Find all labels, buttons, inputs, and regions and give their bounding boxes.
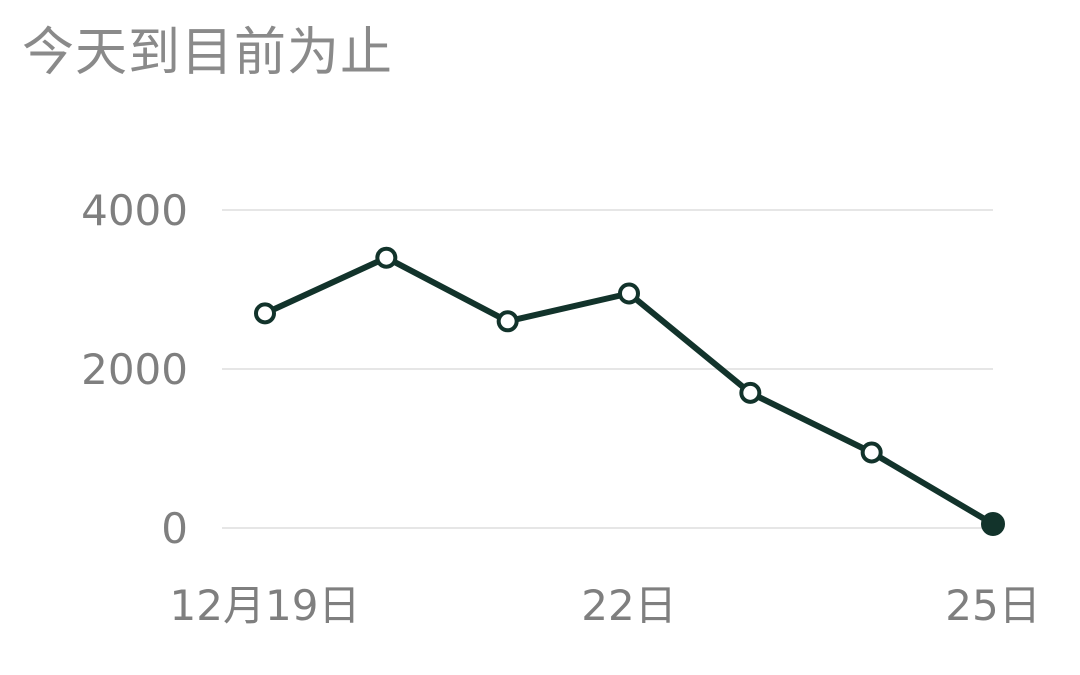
x-tick-label-2: 25日 <box>945 581 1040 630</box>
data-point-4 <box>739 381 762 404</box>
data-point-0 <box>254 302 276 325</box>
y-tick-label-4000: 4000 <box>81 186 188 235</box>
data-point-1 <box>375 246 398 269</box>
data-points <box>254 246 1005 537</box>
x-tick-label-1: 22日 <box>581 581 676 630</box>
grid-layer <box>222 209 993 529</box>
data-point-2 <box>496 310 519 333</box>
chart-subtitle: 今天到目前为止 <box>22 23 394 83</box>
y-tick-label-0: 0 <box>161 504 188 553</box>
y-tick-label-2000: 2000 <box>81 345 188 394</box>
y-axis-ticks: 0 2000 4000 <box>81 186 188 553</box>
data-point-3 <box>618 282 640 305</box>
x-axis-ticks: 12月19日 22日 25日 <box>170 581 1041 630</box>
x-tick-label-0: 12月19日 <box>170 581 361 630</box>
current-data-point <box>981 512 1005 537</box>
data-point-5 <box>860 441 883 464</box>
